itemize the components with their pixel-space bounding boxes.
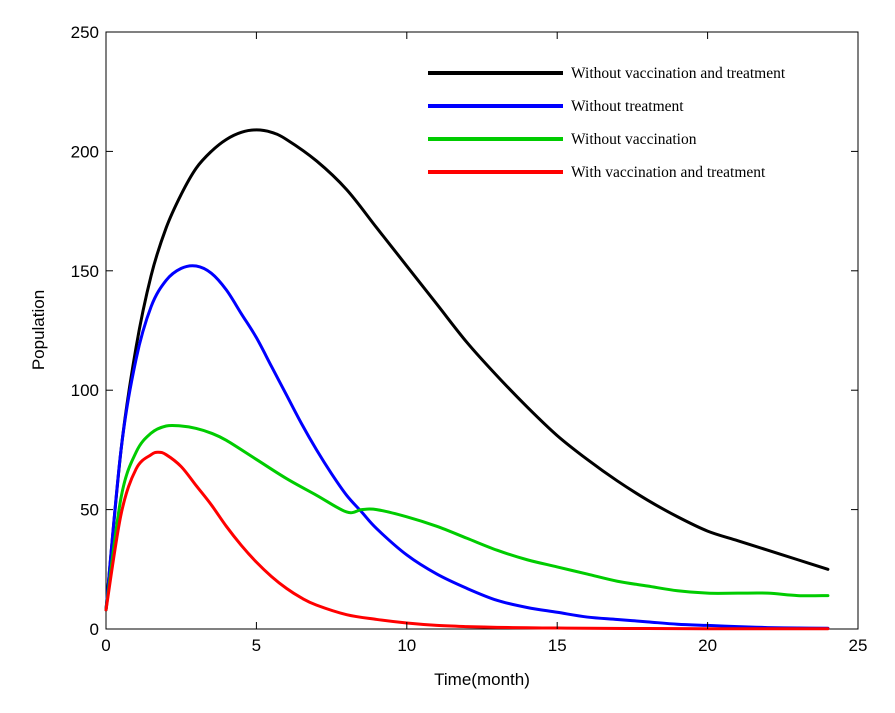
legend-item-without-treatment: Without treatment <box>428 98 684 115</box>
x-tick-label: 15 <box>548 636 567 655</box>
y-tick-label: 100 <box>71 381 99 400</box>
y-tick-label: 50 <box>80 501 99 520</box>
y-tick-label: 200 <box>71 142 99 161</box>
series-line-without-treatment <box>104 264 830 630</box>
series-line-without-vaccination-and-treatment <box>104 128 830 612</box>
series-line-without-vaccination <box>104 423 830 612</box>
legend-label: Without treatment <box>571 98 684 115</box>
legend-label: With vaccination and treatment <box>571 164 766 181</box>
legend-item-without-vaccination-and-treatment: Without vaccination and treatment <box>428 65 786 82</box>
y-tick-label: 0 <box>90 620 99 639</box>
y-axis-label: Population <box>29 290 48 370</box>
x-axis-label: Time(month) <box>434 670 530 689</box>
x-tick-label: 0 <box>101 636 110 655</box>
legend-item-with-vaccination-and-treatment: With vaccination and treatment <box>428 164 766 181</box>
legend-label: Without vaccination <box>571 131 697 148</box>
y-tick-label: 150 <box>71 262 99 281</box>
legend-label: Without vaccination and treatment <box>571 65 786 82</box>
x-tick-label: 5 <box>252 636 261 655</box>
series-line-with-vaccination-and-treatment <box>104 450 830 631</box>
x-tick-label: 25 <box>849 636 868 655</box>
plot-area <box>105 31 859 630</box>
series-layer <box>104 128 830 631</box>
legend-item-without-vaccination: Without vaccination <box>428 131 697 148</box>
y-tick-label: 250 <box>71 23 99 42</box>
x-tick-label: 10 <box>397 636 416 655</box>
legend: Without vaccination and treatment Without… <box>428 65 786 181</box>
x-tick-label: 20 <box>698 636 717 655</box>
